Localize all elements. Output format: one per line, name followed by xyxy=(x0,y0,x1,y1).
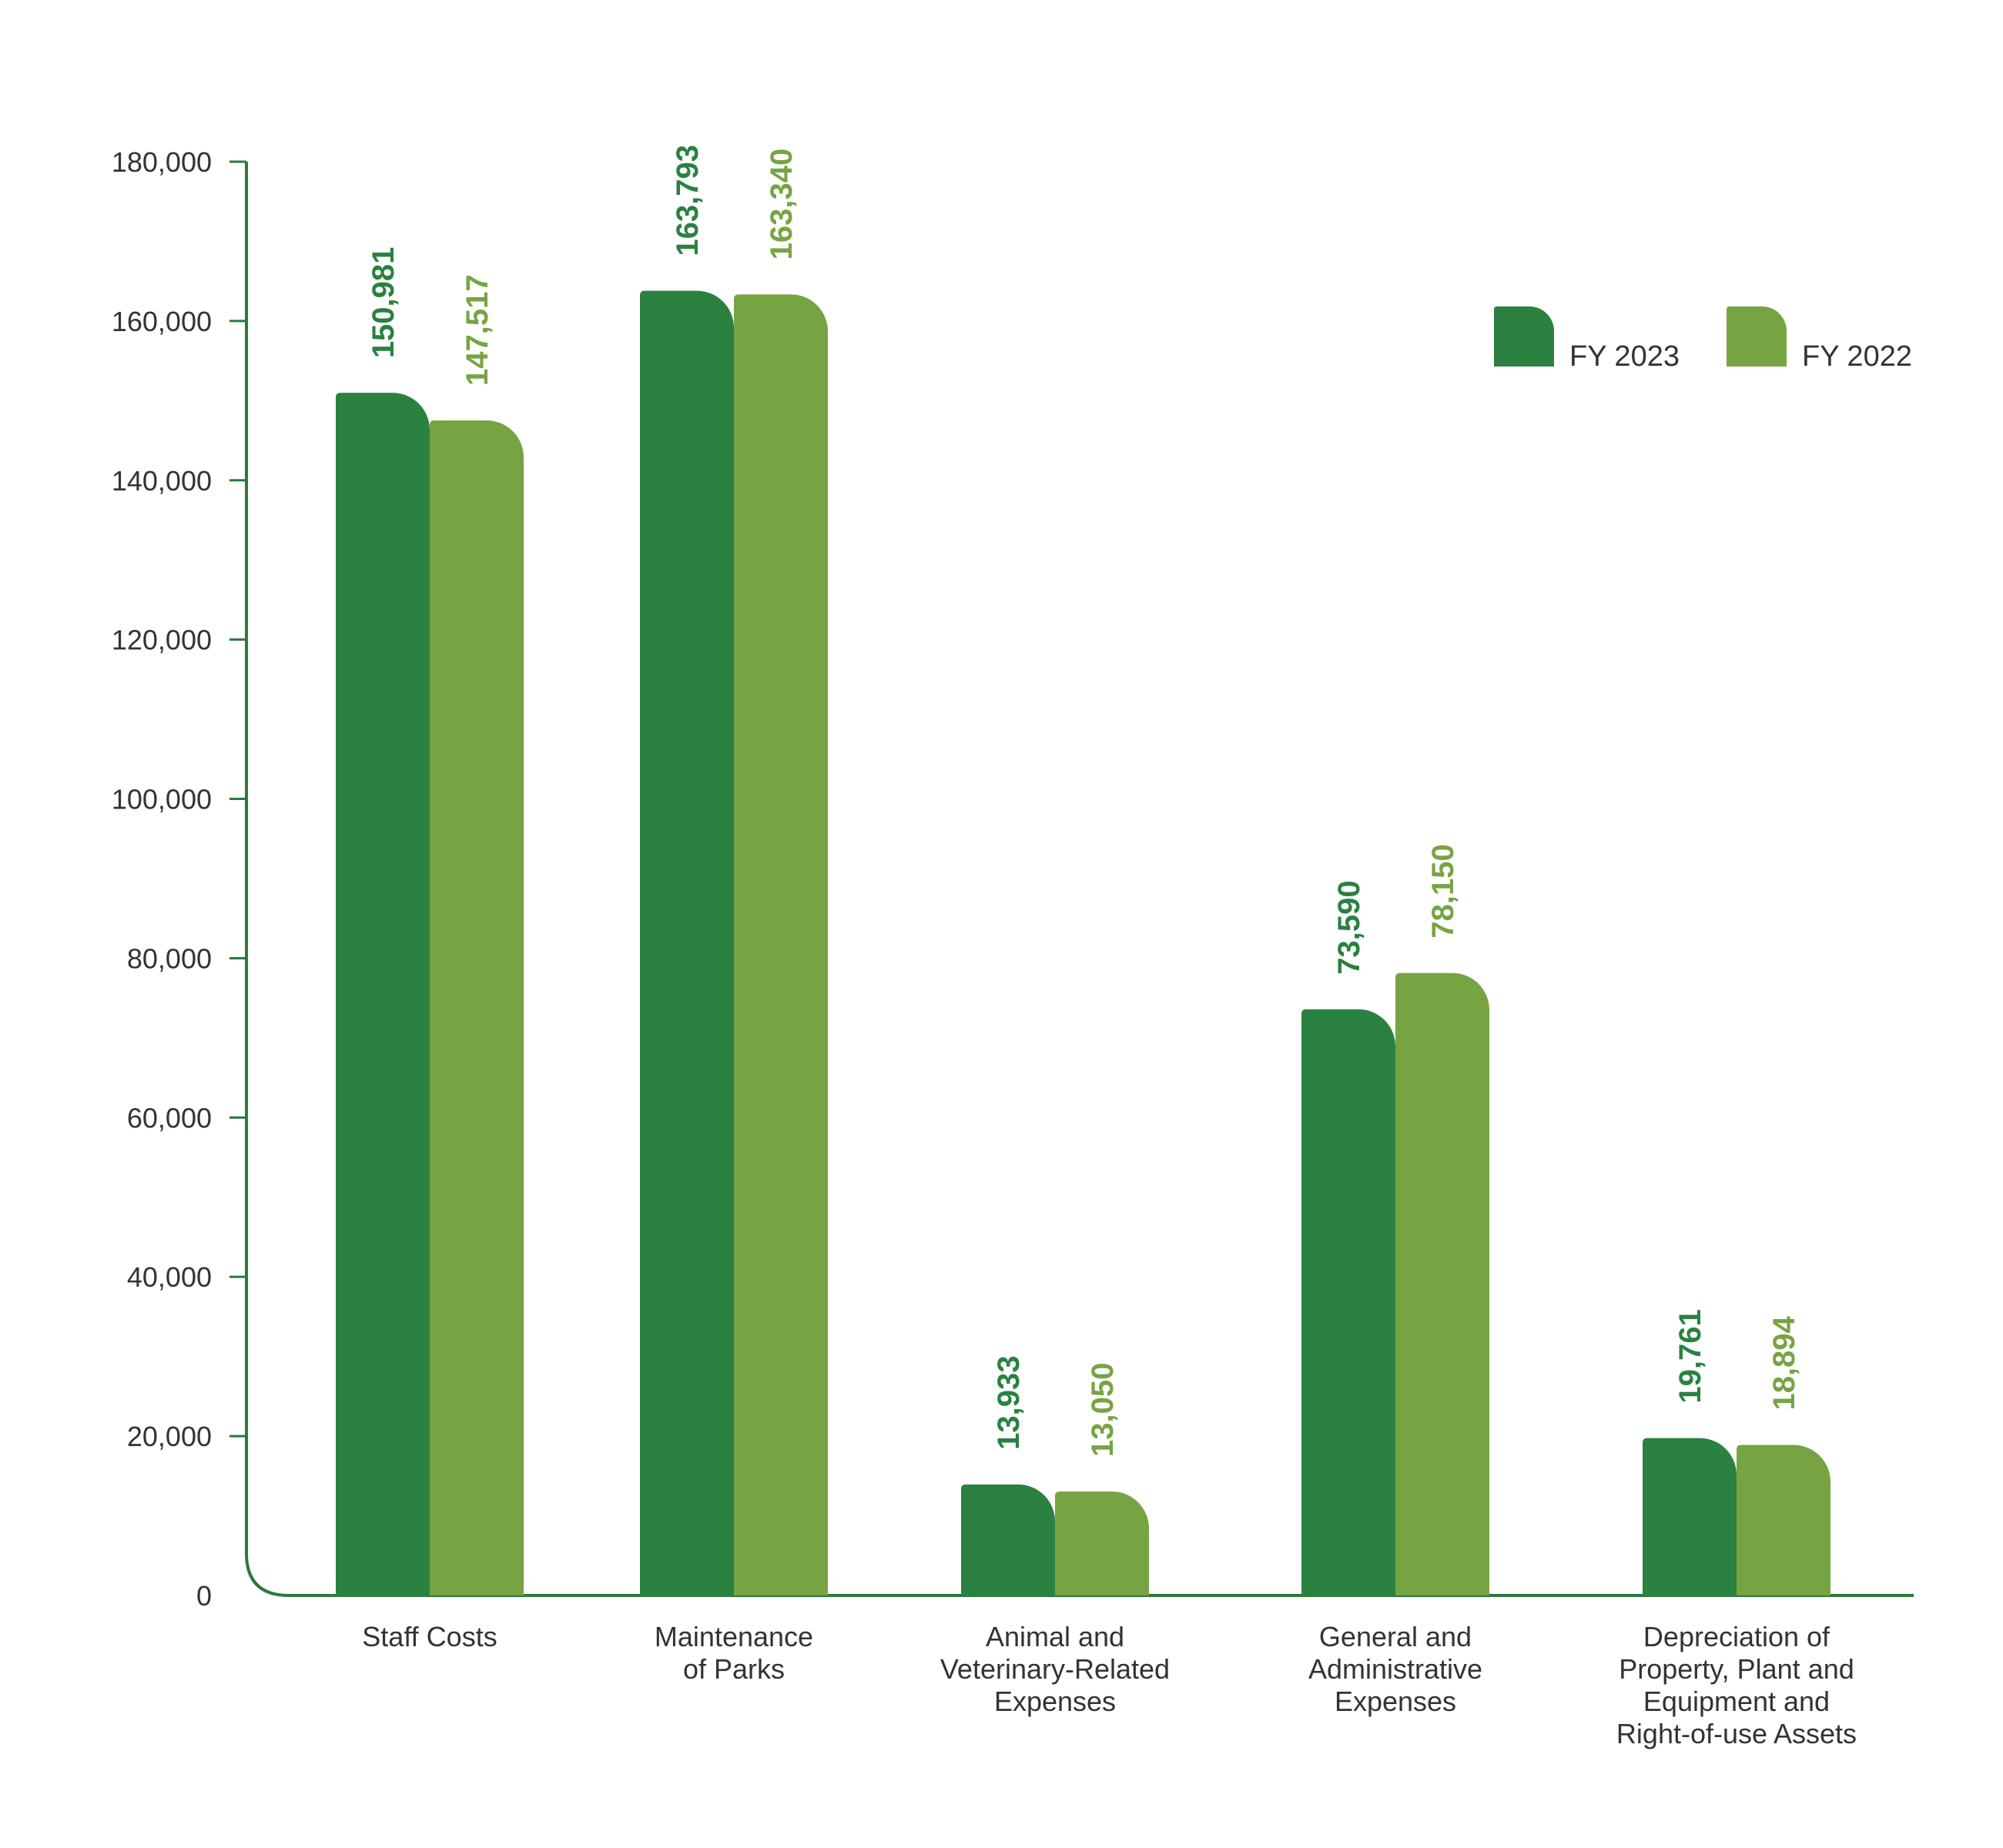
data-label: 13,933 xyxy=(992,1356,1026,1450)
bar-fy-2022 xyxy=(430,420,524,1596)
x-tick-label: General and Administrative Expenses xyxy=(1308,1621,1482,1717)
data-label: 150,981 xyxy=(367,247,400,359)
x-tick-label: Animal and Veterinary-Related Expenses xyxy=(940,1621,1170,1717)
y-tick-label: 100,000 xyxy=(112,784,212,815)
y-axis-line xyxy=(245,162,290,1597)
data-label: 78,150 xyxy=(1426,844,1460,938)
y-tick-label: 160,000 xyxy=(112,306,212,337)
bar-fy-2023 xyxy=(640,290,734,1596)
bars xyxy=(336,290,1831,1596)
category-labels: Staff Costs Maintenance of Parks Animal and… xyxy=(362,1621,1857,1749)
bar-fy-2022 xyxy=(1395,973,1489,1595)
x-tick-label: Maintenance of Parks xyxy=(655,1621,813,1685)
y-tick-label: 120,000 xyxy=(112,624,212,656)
y-tick-label: 20,000 xyxy=(127,1421,212,1452)
y-tick-label: 140,000 xyxy=(112,465,212,497)
data-label: 19,761 xyxy=(1673,1309,1707,1403)
legend-swatch xyxy=(1494,306,1554,367)
y-tick-label: 60,000 xyxy=(127,1102,212,1133)
legend-item[interactable]: FY 2022 xyxy=(1727,306,1912,373)
legend-label: FY 2023 xyxy=(1569,340,1680,373)
x-tick-label: Depreciation of Property, Plant and Equipm… xyxy=(1616,1621,1857,1749)
data-label: 147,517 xyxy=(461,274,494,386)
bar-fy-2022 xyxy=(734,294,828,1596)
bar-fy-2023 xyxy=(336,393,430,1595)
bar-fy-2023 xyxy=(1301,1009,1395,1595)
legend[interactable]: FY 2023 FY 2022 xyxy=(1494,306,1912,373)
y-tick-label: 0 xyxy=(196,1580,212,1612)
y-axis: 0 20,000 40,000 60,000 80,000 100,000 120,000 1… xyxy=(112,146,290,1612)
data-label: 18,894 xyxy=(1767,1315,1801,1410)
data-label: 163,793 xyxy=(671,145,705,256)
value-labels: 150,981 163,793 13,933 73,590 19,761 147,517 1… xyxy=(367,145,1801,1457)
x-tick-label: Staff Costs xyxy=(362,1621,497,1652)
data-label: 73,590 xyxy=(1332,880,1366,974)
data-label: 13,050 xyxy=(1086,1363,1120,1457)
legend-label: FY 2022 xyxy=(1802,340,1912,373)
y-tick-label: 80,000 xyxy=(127,942,212,974)
bar-fy-2023 xyxy=(1643,1438,1737,1595)
y-tick-label: 40,000 xyxy=(127,1261,212,1293)
y-tick-label: 180,000 xyxy=(112,146,212,178)
legend-item[interactable]: FY 2023 xyxy=(1494,306,1680,373)
data-label: 163,340 xyxy=(765,149,799,260)
bar-fy-2022 xyxy=(1055,1491,1149,1595)
legend-swatch xyxy=(1727,306,1787,367)
bar-fy-2022 xyxy=(1737,1445,1831,1595)
bar-fy-2023 xyxy=(961,1484,1055,1595)
